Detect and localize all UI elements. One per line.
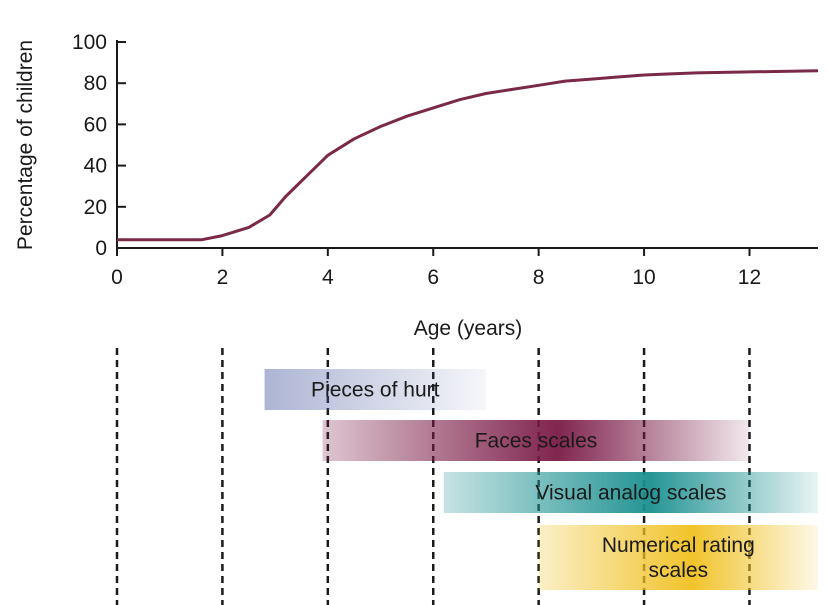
range-label: Numerical rating xyxy=(602,534,755,557)
y-tick-label: 0 xyxy=(95,237,107,260)
y-tick-label: 80 xyxy=(84,72,107,95)
range-label: Pieces of hurt xyxy=(311,379,440,402)
line-plot: 0 20 40 60 80 100 0 2 4 6 8 10 12 Age (years) Percenta… xyxy=(14,31,819,340)
y-axis-title: Percentage of children xyxy=(14,40,37,250)
x-tick-label: 12 xyxy=(738,266,761,289)
y-tick-label: 40 xyxy=(84,155,107,178)
x-axis-title: Age (years) xyxy=(414,317,523,340)
x-tick-label: 2 xyxy=(217,266,229,289)
x-tick-label: 4 xyxy=(322,266,334,289)
y-tick-label: 20 xyxy=(84,196,107,219)
range-label: Visual analog scales xyxy=(535,482,726,505)
x-tick-label: 0 xyxy=(111,266,123,289)
x-tick-label: 6 xyxy=(427,266,439,289)
range-bar xyxy=(264,369,486,410)
y-tick-label: 60 xyxy=(84,113,107,136)
x-tick-label: 8 xyxy=(533,266,545,289)
scale-ranges: Pieces of hurt Faces scales Visual analog … xyxy=(115,348,818,605)
y-tick-label: 100 xyxy=(72,31,107,54)
range-bar xyxy=(322,420,750,461)
range-bar xyxy=(443,472,818,513)
x-tick-label: 10 xyxy=(632,266,655,289)
range-bar xyxy=(538,525,818,590)
range-label: scales xyxy=(649,559,709,582)
series-line xyxy=(117,69,819,242)
range-label: Faces scales xyxy=(475,430,598,453)
